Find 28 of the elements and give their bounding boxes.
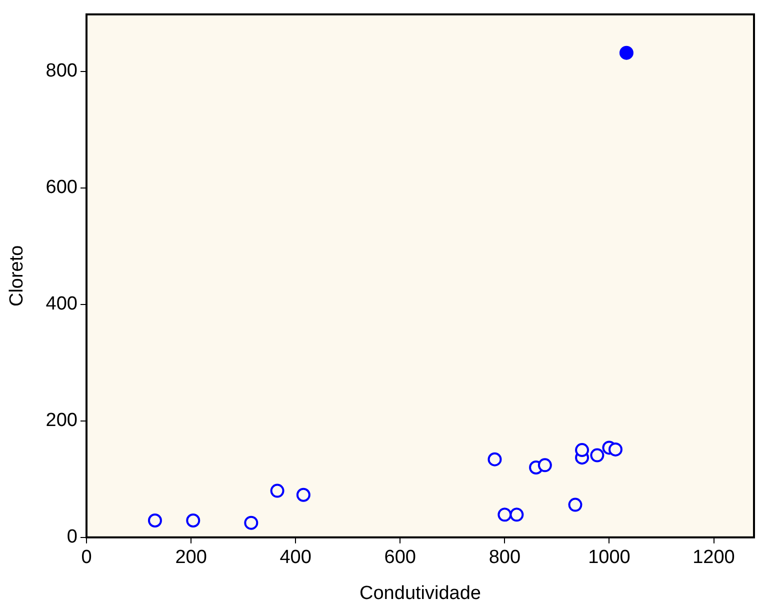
point [619, 46, 634, 60]
y-tick-label: 800 [46, 60, 78, 82]
point [575, 443, 590, 458]
x-tick-label: 1000 [588, 547, 630, 568]
y-tick-label: 0 [66, 526, 78, 548]
x-tick-label: 400 [280, 547, 312, 568]
point [186, 514, 200, 528]
point [296, 488, 310, 502]
x-tick-label: 0 [81, 547, 92, 568]
point [270, 484, 284, 498]
x-tick-label: 1200 [692, 547, 735, 568]
point [590, 448, 604, 462]
point [510, 508, 524, 522]
y-axis-title: Cloreto [6, 245, 28, 307]
point [148, 514, 162, 528]
x-tick-label: 200 [175, 547, 207, 568]
point [488, 452, 502, 466]
point [498, 508, 512, 522]
x-axis-title: Condutividade [360, 582, 481, 604]
y-tick-label: 600 [46, 177, 78, 198]
x-tick-label: 600 [384, 547, 416, 568]
y-tick-label: 200 [46, 410, 78, 432]
point [608, 442, 622, 456]
x-tick-label: 800 [488, 547, 521, 568]
point [244, 516, 258, 530]
y-tick-label: 400 [46, 294, 78, 315]
point [568, 498, 582, 512]
point [538, 458, 552, 472]
